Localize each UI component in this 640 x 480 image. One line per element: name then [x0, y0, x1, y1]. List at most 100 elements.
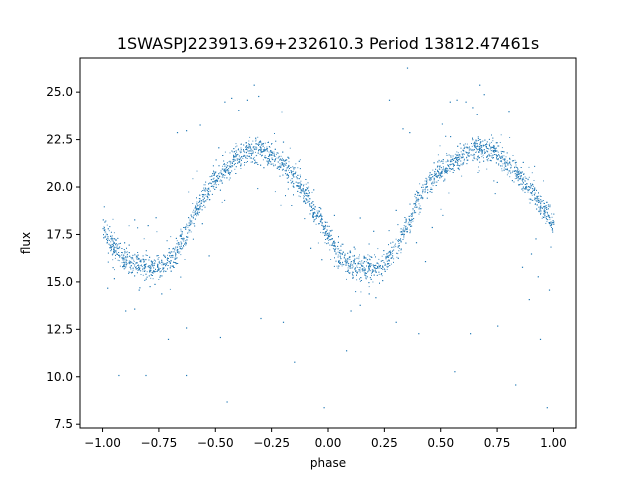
- data-point: [132, 257, 134, 259]
- data-point: [136, 268, 138, 270]
- data-point: [123, 265, 125, 267]
- data-point: [540, 203, 542, 205]
- data-point: [140, 274, 142, 275]
- data-point: [410, 225, 412, 227]
- data-point: [185, 243, 187, 245]
- data-point: [421, 186, 423, 188]
- data-point: [240, 143, 242, 145]
- data-point: [308, 192, 310, 194]
- data-point: [388, 259, 390, 261]
- data-point: [202, 199, 204, 201]
- data-point: [331, 229, 333, 231]
- data-point: [392, 255, 394, 257]
- data-point: [112, 218, 114, 220]
- data-point: [157, 267, 159, 268]
- data-point: [445, 170, 447, 172]
- data-point: [463, 162, 465, 164]
- data-point: [247, 145, 249, 147]
- data-point: [507, 163, 509, 165]
- data-point: [202, 194, 204, 196]
- data-point: [520, 172, 522, 174]
- data-point: [213, 173, 215, 174]
- data-point: [517, 168, 519, 170]
- data-point: [478, 166, 479, 168]
- data-point: [501, 153, 502, 154]
- data-point: [192, 203, 194, 204]
- data-point: [539, 195, 541, 197]
- data-point: [290, 182, 292, 184]
- data-point: [429, 174, 431, 176]
- data-point: [444, 168, 446, 170]
- data-point: [339, 252, 341, 254]
- data-point: [546, 209, 548, 210]
- data-point: [494, 149, 496, 151]
- data-point: [355, 291, 357, 293]
- data-point: [266, 160, 268, 162]
- data-point: [448, 167, 450, 169]
- data-point: [416, 199, 418, 201]
- data-point: [514, 178, 516, 180]
- data-point: [368, 262, 369, 264]
- data-point: [163, 267, 165, 269]
- data-point: [388, 244, 389, 246]
- data-point: [457, 161, 459, 162]
- data-point: [476, 140, 478, 142]
- data-point: [531, 172, 533, 174]
- data-point: [405, 222, 407, 224]
- data-point: [368, 265, 370, 267]
- data-point: [497, 151, 499, 153]
- data-point: [342, 261, 343, 263]
- data-point: [373, 266, 375, 268]
- data-point: [326, 229, 328, 231]
- data-point: [254, 162, 256, 164]
- data-point: [211, 175, 213, 177]
- data-point: [306, 187, 308, 189]
- data-point: [259, 146, 261, 148]
- data-point: [457, 145, 459, 147]
- data-point: [119, 265, 121, 267]
- data-point: [551, 226, 552, 228]
- data-point: [430, 177, 432, 179]
- data-point: [154, 271, 156, 273]
- data-point: [166, 258, 168, 260]
- data-point: [497, 145, 499, 147]
- data-point: [527, 190, 529, 191]
- data-point: [203, 189, 205, 191]
- data-point: [452, 172, 454, 173]
- data-point: [456, 154, 458, 156]
- data-point: [414, 195, 416, 197]
- data-point: [235, 156, 237, 158]
- data-point: [224, 177, 226, 179]
- data-point: [480, 147, 482, 149]
- data-point: [488, 148, 490, 150]
- data-point: [210, 186, 212, 187]
- data-point: [304, 196, 305, 198]
- data-point: [320, 231, 322, 233]
- data-point: [301, 184, 303, 186]
- data-point: [132, 271, 133, 273]
- data-point: [285, 173, 287, 175]
- data-point: [118, 260, 120, 262]
- data-point: [318, 207, 320, 208]
- data-point: [474, 141, 476, 143]
- data-point: [162, 262, 164, 264]
- data-point: [258, 142, 260, 144]
- data-point: [456, 151, 458, 153]
- data-point: [453, 166, 454, 168]
- data-point: [525, 177, 527, 179]
- data-point: [386, 260, 388, 262]
- data-point: [182, 247, 184, 249]
- data-point: [426, 180, 427, 182]
- data-point: [499, 156, 501, 158]
- data-point: [329, 244, 331, 246]
- data-point: [155, 268, 156, 270]
- data-point: [432, 169, 434, 171]
- data-point: [115, 254, 116, 256]
- data-point: [394, 244, 396, 246]
- data-point: [149, 270, 151, 272]
- data-point: [400, 228, 402, 230]
- data-point: [383, 254, 385, 255]
- data-point: [177, 243, 179, 245]
- data-point: [417, 192, 419, 193]
- data-point: [298, 195, 300, 197]
